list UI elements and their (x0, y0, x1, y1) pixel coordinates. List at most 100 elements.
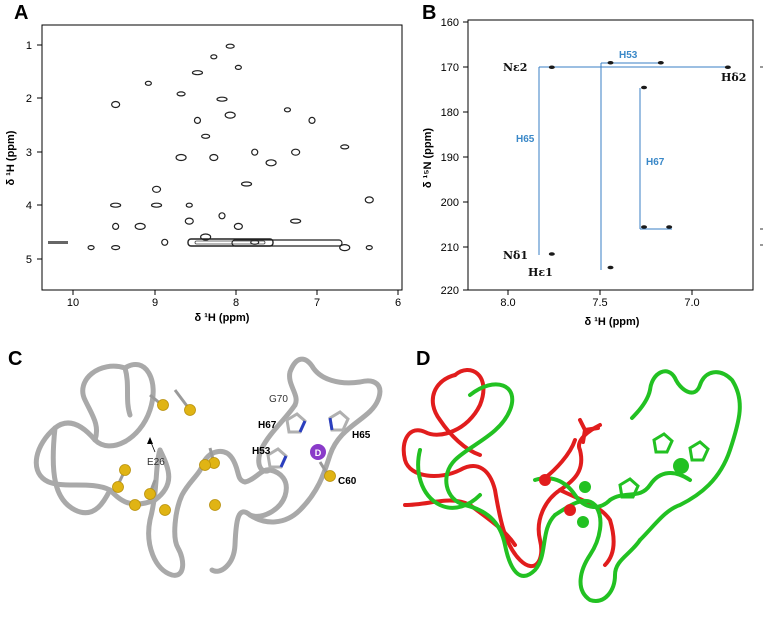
noe-crosspeak (151, 185, 162, 193)
panel-a-letter: A (14, 2, 29, 24)
noe-crosspeak (290, 218, 302, 224)
backbone-tube (122, 365, 133, 418)
noe-crosspeak (200, 233, 212, 241)
panel-a-xticks: 10 9 8 7 6 (67, 290, 401, 309)
metal-label: D (315, 448, 322, 458)
metal-ion (310, 444, 326, 460)
panel-a-xtick-label: 8 (233, 297, 239, 309)
red-backbone (543, 438, 577, 480)
cysteine-sphere (324, 470, 336, 482)
panel-b-peaks (548, 60, 731, 270)
panel-a-ytick-label: 5 (26, 254, 32, 266)
cysteine-sphere (129, 499, 141, 511)
green-histidine-ring (618, 477, 640, 499)
panel-b-edge-marks (760, 66, 763, 246)
noe-crosspeak (224, 111, 236, 119)
e26-arrowhead (147, 437, 153, 444)
label-h65: H65 (516, 134, 535, 145)
backbone-tube (256, 402, 298, 474)
green-histidine-ring (688, 440, 710, 462)
panel-b-ytick-label: 220 (441, 285, 459, 297)
green-backbone (416, 448, 482, 510)
hmqc-peak (657, 60, 664, 65)
green-histidine-ring (652, 432, 674, 454)
cysteine-sphere (199, 459, 211, 471)
green-sphere (579, 481, 591, 493)
label-hd2: Hδ2 (721, 71, 746, 84)
noe-crosspeak (175, 153, 187, 162)
hmqc-peak (641, 225, 648, 229)
hmqc-peak (666, 225, 673, 229)
backbone-tube (146, 447, 208, 578)
label-he1: Hε1 (528, 266, 553, 279)
label-h67: H67 (646, 157, 665, 168)
noe-crosspeak (201, 133, 211, 139)
noe-crosspeak (234, 64, 242, 71)
noe-crosspeak (308, 116, 316, 125)
panel-a-ytick-label: 3 (26, 147, 32, 159)
panel-a-xtick-label: 7 (314, 297, 320, 309)
panel-b-connectors (538, 62, 730, 270)
cysteine-sphere (209, 499, 221, 511)
noe-crosspeak (161, 238, 169, 246)
green-metal-sphere (673, 458, 689, 474)
panel-a-ytick-label: 4 (26, 200, 32, 212)
noe-crosspeak (365, 245, 373, 251)
panel-b-xticks: 8.0 7.5 7.0 (500, 290, 700, 309)
noe-crosspeak (184, 217, 194, 225)
backbone-tube (33, 362, 172, 507)
noe-crosspeak (176, 91, 186, 97)
hmqc-peak (641, 85, 648, 90)
noe-crosspeak (185, 202, 193, 208)
panel-d-letter: D (416, 348, 431, 370)
panel-a-frame (41, 24, 403, 291)
noe-crosspeak (112, 222, 120, 230)
noe-crosspeak (225, 43, 235, 49)
panel-b-ytick-label: 170 (441, 62, 459, 74)
panel-b-ytick-label: 160 (441, 17, 459, 29)
panel-a-xtick-label: 6 (395, 297, 401, 309)
noe-crosspeak (283, 107, 292, 113)
noe-crosspeak (340, 144, 350, 150)
panel-c-structure: D G70 H67 H65 H53 E26 C60 (33, 356, 383, 578)
panel-d-structure (401, 368, 742, 603)
hmqc-peak (548, 252, 555, 256)
red-sphere (539, 474, 551, 486)
noe-crosspeak (144, 80, 152, 86)
noe-crosspeak (291, 148, 301, 156)
cysteine-sphere (119, 464, 131, 476)
red-sphere (564, 504, 576, 516)
panel-a-xtick-label: 9 (152, 297, 158, 309)
cysteine-sphere (112, 481, 124, 493)
panel-a: 10 9 8 7 6 1 2 3 4 5 δ ¹H (ppm) δ ¹H (pp… (5, 24, 403, 324)
noe-crosspeak (150, 202, 163, 208)
green-sphere (577, 516, 589, 528)
noe-crosspeak (216, 96, 228, 102)
histidine-ring (285, 412, 307, 434)
panel-a-ytick-label: 1 (26, 40, 32, 52)
hmqc-peak (724, 65, 731, 70)
label-e26: E26 (147, 457, 165, 468)
noe-crosspeak (339, 244, 351, 252)
histidine-ring (328, 410, 350, 432)
noe-crosspeak (240, 181, 253, 187)
noe-crosspeak (265, 159, 277, 167)
cysteine-sphere (159, 504, 171, 516)
green-backbone (630, 369, 742, 542)
noe-crosspeak (193, 116, 202, 125)
noe-crosspeak (210, 54, 218, 60)
label-c60: C60 (338, 476, 357, 487)
panel-a-ytick-label: 2 (26, 93, 32, 105)
panel-c-letter: C (8, 348, 23, 370)
noe-crosspeak (218, 212, 226, 220)
label-nd1: Nδ1 (503, 249, 528, 262)
panel-a-xtick-label: 10 (67, 297, 79, 309)
panel-a-diagonal (48, 238, 343, 247)
hmqc-peak (548, 65, 555, 70)
noe-crosspeak (110, 202, 122, 208)
cysteine-sphere (144, 488, 156, 500)
backbone-tube (247, 356, 383, 525)
label-h67: H67 (258, 420, 277, 431)
red-backbone (430, 373, 482, 457)
